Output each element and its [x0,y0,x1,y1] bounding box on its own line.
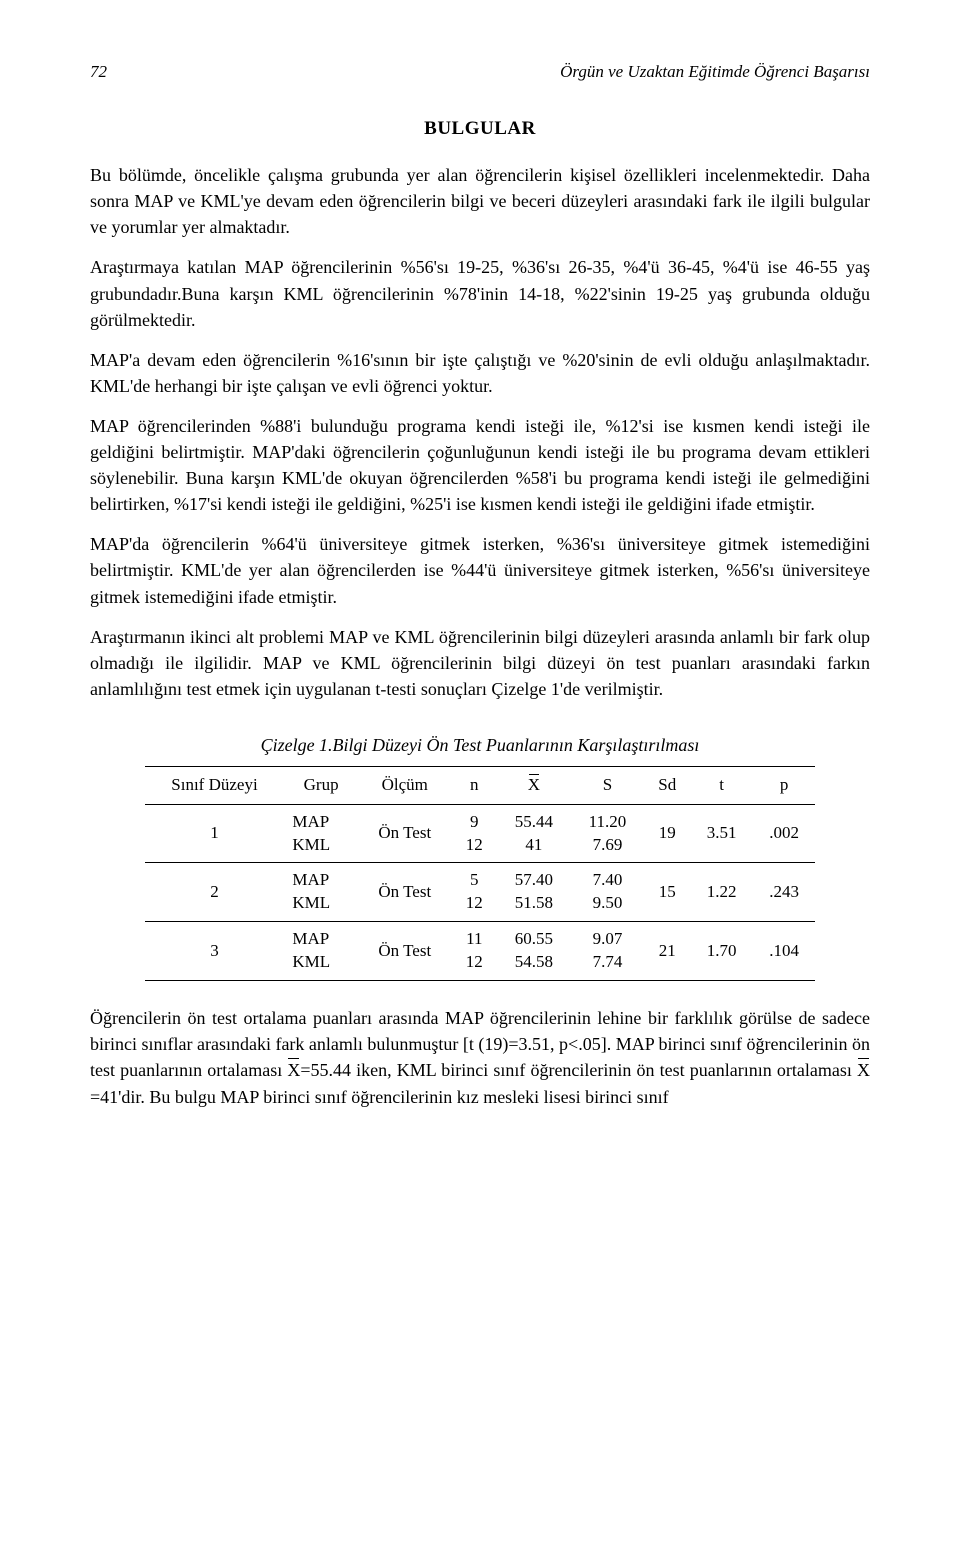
xbar-symbol: X [287,1057,300,1083]
body-paragraph: MAP öğrencilerinden %88'i bulunduğu prog… [90,413,870,517]
cell-n: 912 [452,804,497,863]
xbar-symbol: X [857,1057,870,1083]
cell-s: 9.077.74 [571,922,644,981]
page-number: 72 [90,60,107,85]
cell-s: 7.409.50 [571,863,644,922]
running-title: Örgün ve Uzaktan Eğitimde Öğrenci Başarı… [560,60,870,85]
cell-groups: MAPKML [284,863,357,922]
table-row: 3 MAPKML Ön Test 1112 60.5554.58 9.077.7… [145,922,816,981]
cell-measure: Ön Test [358,804,452,863]
cell-mean: 55.4441 [497,804,571,863]
cell-p: .002 [753,804,816,863]
cell-measure: Ön Test [358,922,452,981]
table-row: 1 MAPKML Ön Test 912 55.4441 11.207.69 1… [145,804,816,863]
cell-sd: 15 [644,863,690,922]
cell-mean: 60.5554.58 [497,922,571,981]
body-paragraph: Öğrencilerin ön test ortalama puanları a… [90,1005,870,1109]
col-p: p [753,766,816,804]
cell-sd: 19 [644,804,690,863]
results-table: Sınıf Düzeyi Grup Ölçüm n X S Sd t p 1 M… [145,766,816,981]
cell-mean: 57.4051.58 [497,863,571,922]
col-measure: Ölçüm [358,766,452,804]
col-mean: X [497,766,571,804]
cell-t: 1.70 [690,922,752,981]
cell-p: .104 [753,922,816,981]
body-paragraph: MAP'da öğrencilerin %64'ü üniversiteye g… [90,531,870,609]
col-s: S [571,766,644,804]
section-heading: BULGULAR [90,115,870,143]
cell-level: 2 [145,863,285,922]
body-paragraph: MAP'a devam eden öğrencilerin %16'sının … [90,347,870,399]
cell-groups: MAPKML [284,804,357,863]
table-row: 2 MAPKML Ön Test 512 57.4051.58 7.409.50… [145,863,816,922]
body-paragraph: Araştırmanın ikinci alt problemi MAP ve … [90,624,870,702]
col-level: Sınıf Düzeyi [145,766,285,804]
cell-n: 512 [452,863,497,922]
cell-p: .243 [753,863,816,922]
cell-groups: MAPKML [284,922,357,981]
table-header-row: Sınıf Düzeyi Grup Ölçüm n X S Sd t p [145,766,816,804]
cell-level: 3 [145,922,285,981]
table-caption: Çizelge 1.Bilgi Düzeyi Ön Test Puanların… [90,732,870,758]
cell-n: 1112 [452,922,497,981]
col-sd: Sd [644,766,690,804]
text-run: =41'dir. Bu bulgu MAP birinci sınıf öğre… [90,1087,669,1107]
text-run: =55.44 iken, KML birinci sınıf öğrencile… [300,1060,857,1080]
col-group: Grup [284,766,357,804]
cell-t: 3.51 [690,804,752,863]
body-paragraph: Bu bölümde, öncelikle çalışma grubunda y… [90,162,870,240]
cell-s: 11.207.69 [571,804,644,863]
col-t: t [690,766,752,804]
cell-measure: Ön Test [358,863,452,922]
cell-t: 1.22 [690,863,752,922]
running-header: 72 Örgün ve Uzaktan Eğitimde Öğrenci Baş… [90,60,870,85]
body-paragraph: Araştırmaya katılan MAP öğrencilerinin %… [90,254,870,332]
cell-sd: 21 [644,922,690,981]
col-n: n [452,766,497,804]
cell-level: 1 [145,804,285,863]
